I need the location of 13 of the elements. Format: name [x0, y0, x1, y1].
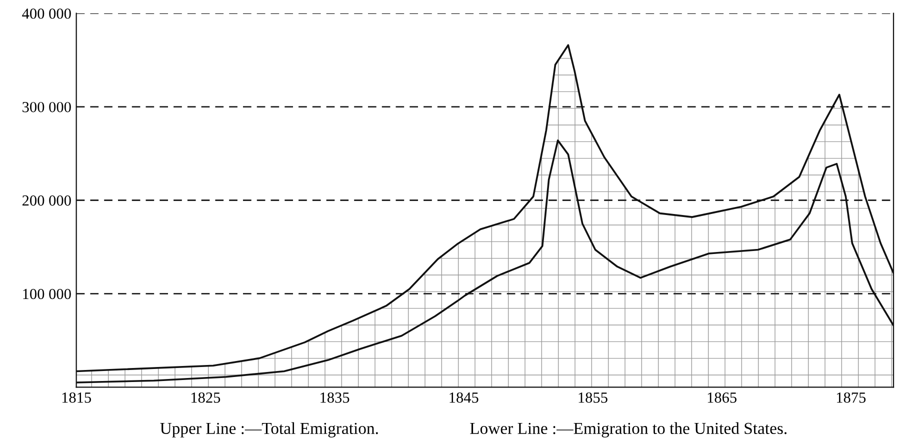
x-tick-label: 1865	[708, 392, 736, 403]
x-tick-label: 1855	[578, 392, 608, 403]
x-tick-label: 1845	[450, 392, 478, 403]
text: Upper Line :—Total Emigration.	[160, 422, 378, 438]
y-tick-label: 200 000	[22, 195, 71, 206]
x-tick-label: 1835	[320, 392, 350, 403]
y-tick-label: 400 000	[22, 8, 71, 19]
y-tick-label: 100 000	[23, 288, 71, 300]
x-tick-label: 1825	[191, 392, 220, 403]
x-tick-label: 1815	[62, 392, 92, 403]
x-tick-label: 1875	[836, 392, 866, 403]
y-tick-label: 300 000	[22, 102, 71, 112]
text: Lower Line :—Emigration to the United States.	[470, 422, 786, 438]
